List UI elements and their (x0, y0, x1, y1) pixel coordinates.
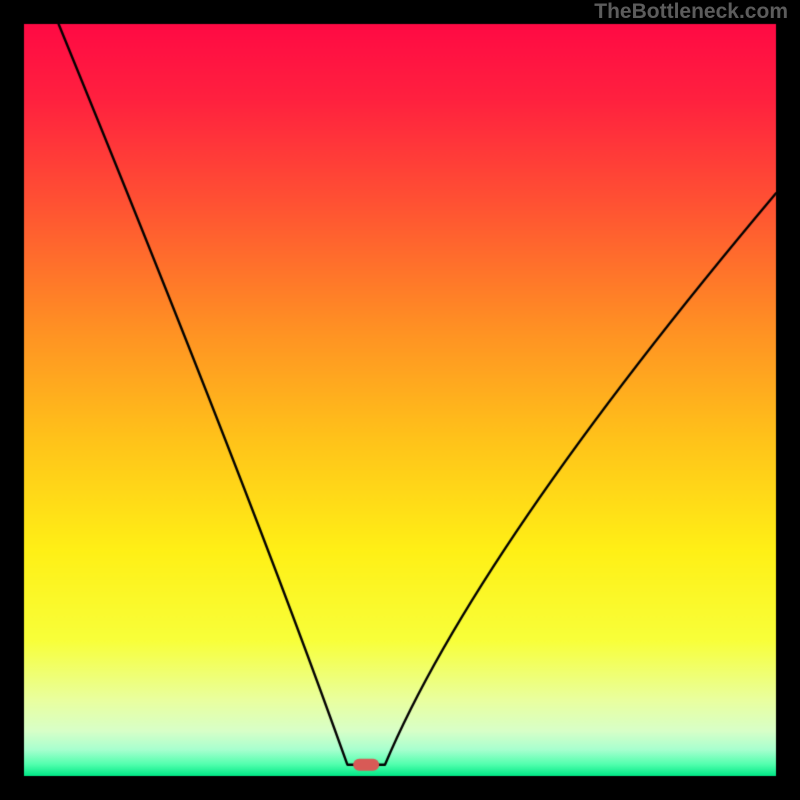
marker-overlay (0, 0, 800, 800)
chart-stage: TheBottleneck.com (0, 0, 800, 800)
